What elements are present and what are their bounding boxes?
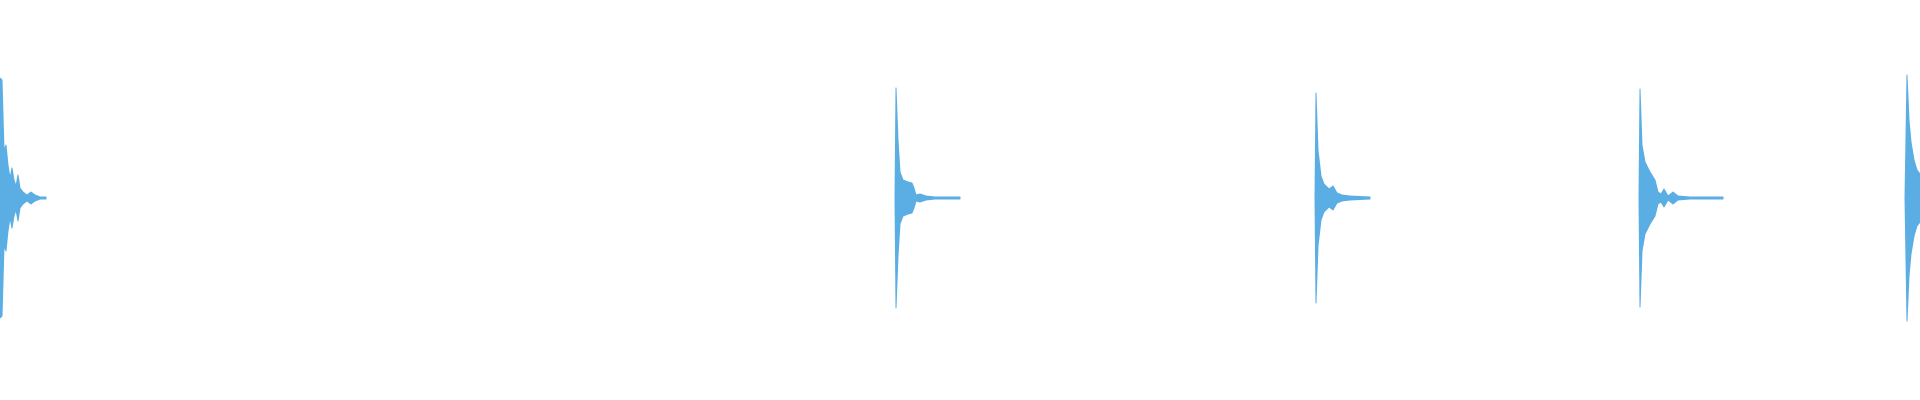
waveform [0,74,1920,322]
page: (() => { const data = JSON.parse(documen… [0,74,1920,322]
